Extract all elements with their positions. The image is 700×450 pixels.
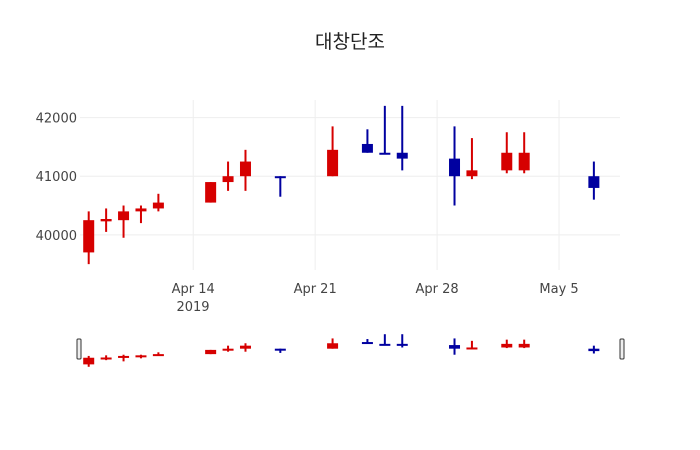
range-slider-background[interactable] xyxy=(80,333,620,368)
candle xyxy=(135,208,147,212)
slider-candle xyxy=(274,348,286,351)
y-tick-label: 40000 xyxy=(36,229,77,244)
range-slider[interactable] xyxy=(76,333,625,368)
slider-candle xyxy=(152,354,164,357)
grid xyxy=(80,100,620,270)
slider-candle xyxy=(449,345,461,349)
candle xyxy=(205,182,217,203)
candle xyxy=(449,158,461,177)
candle xyxy=(152,202,164,209)
candle xyxy=(222,176,234,183)
x-tick-year-label: 2019 xyxy=(176,300,209,315)
candle xyxy=(518,152,530,171)
candles xyxy=(83,105,600,265)
candle xyxy=(379,152,391,155)
range-slider-right-handle[interactable] xyxy=(619,338,625,360)
y-tick-label: 41000 xyxy=(36,170,77,185)
y-tick-label: 42000 xyxy=(36,112,77,127)
x-axis: Apr 14 Apr 21 Apr 28 May 5 xyxy=(172,282,579,297)
candle xyxy=(83,220,95,253)
slider-candle xyxy=(118,355,130,358)
slider-candle xyxy=(379,343,391,346)
x-tick-label: Apr 28 xyxy=(416,282,459,297)
slider-candle xyxy=(518,343,530,348)
candle xyxy=(588,176,600,188)
slider-candle xyxy=(239,345,251,349)
x-tick-label: Apr 21 xyxy=(294,282,337,297)
slider-candle xyxy=(222,348,234,351)
slider-candle xyxy=(396,343,408,346)
slider-candle xyxy=(205,349,217,355)
slider-candle xyxy=(466,347,478,350)
candle xyxy=(361,143,373,153)
slider-candle xyxy=(135,355,147,358)
slider-candle xyxy=(83,357,95,365)
candle xyxy=(327,149,339,177)
slider-candle xyxy=(588,348,600,352)
slider-candle xyxy=(361,342,373,345)
candle xyxy=(100,219,112,222)
x-tick-label: Apr 14 xyxy=(172,282,215,297)
slider-candle xyxy=(100,357,112,360)
candle xyxy=(274,176,286,179)
range-slider-left-handle[interactable] xyxy=(76,338,82,360)
x-tick-label: May 5 xyxy=(539,282,578,297)
candle xyxy=(239,161,251,177)
slider-candle xyxy=(501,343,513,348)
slider-candle xyxy=(327,343,339,349)
candle xyxy=(118,211,130,221)
candle xyxy=(466,170,478,177)
y-axis: 40000 41000 42000 xyxy=(36,112,77,244)
chart-title: 대창단조 xyxy=(315,31,385,53)
candle xyxy=(396,152,408,159)
candle xyxy=(501,152,513,171)
